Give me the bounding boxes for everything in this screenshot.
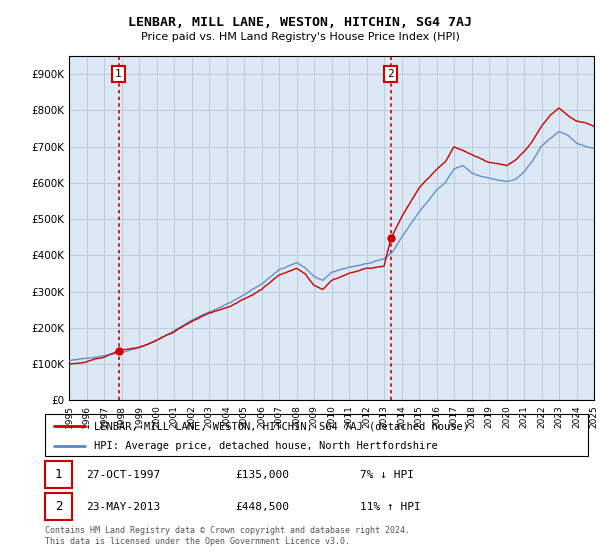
Bar — [45, 493, 72, 520]
Text: 2: 2 — [55, 500, 62, 514]
Text: Contains HM Land Registry data © Crown copyright and database right 2024.
This d: Contains HM Land Registry data © Crown c… — [45, 526, 410, 546]
Text: LENBAR, MILL LANE, WESTON, HITCHIN, SG4 7AJ: LENBAR, MILL LANE, WESTON, HITCHIN, SG4 … — [128, 16, 472, 29]
Text: 1: 1 — [55, 468, 62, 481]
Text: 27-OCT-1997: 27-OCT-1997 — [86, 470, 160, 480]
Text: £448,500: £448,500 — [235, 502, 289, 512]
Text: LENBAR, MILL LANE, WESTON, HITCHIN, SG4 7AJ (detached house): LENBAR, MILL LANE, WESTON, HITCHIN, SG4 … — [94, 421, 469, 431]
Text: £135,000: £135,000 — [235, 470, 289, 480]
Text: 11% ↑ HPI: 11% ↑ HPI — [360, 502, 421, 512]
Text: HPI: Average price, detached house, North Hertfordshire: HPI: Average price, detached house, Nort… — [94, 441, 437, 451]
Text: 7% ↓ HPI: 7% ↓ HPI — [360, 470, 414, 480]
Text: Price paid vs. HM Land Registry's House Price Index (HPI): Price paid vs. HM Land Registry's House … — [140, 32, 460, 43]
Text: 1: 1 — [115, 69, 122, 79]
Text: 2: 2 — [387, 69, 394, 79]
Bar — [45, 461, 72, 488]
Text: 23-MAY-2013: 23-MAY-2013 — [86, 502, 160, 512]
